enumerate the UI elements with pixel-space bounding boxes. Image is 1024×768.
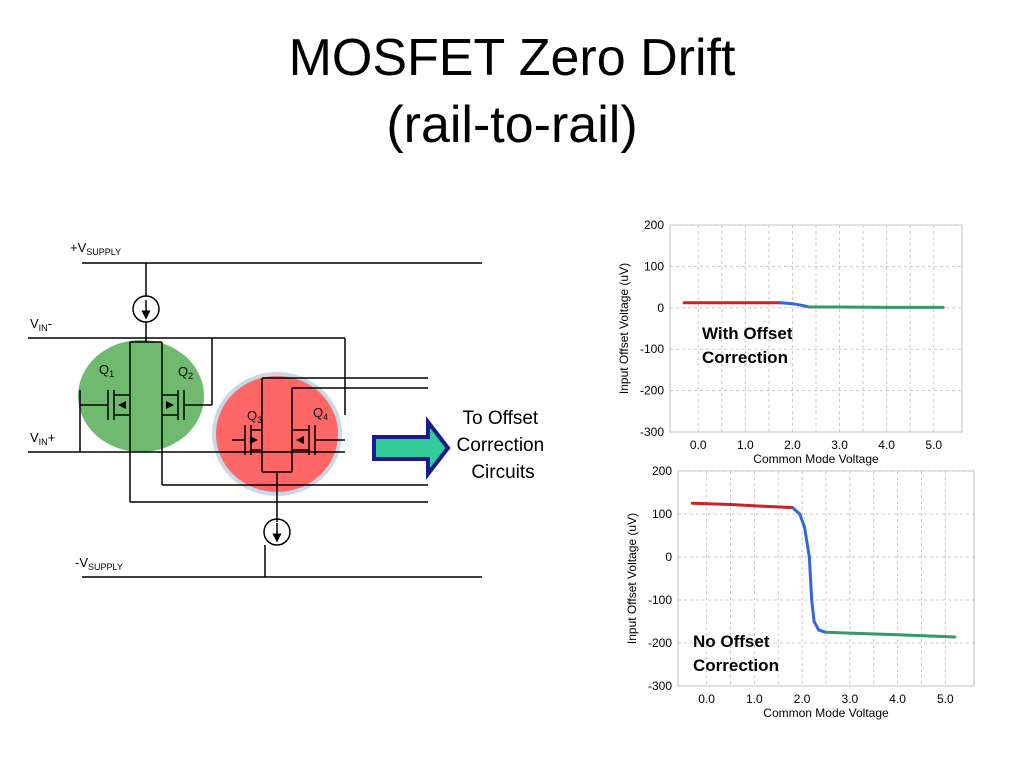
q1-label: Q1	[99, 362, 114, 379]
bottom-current-source	[263, 518, 291, 546]
y-tick-label: -300	[648, 679, 672, 693]
supply-pos-label: +VSUPPLY	[70, 240, 121, 257]
x-tick-label: 0.0	[698, 692, 715, 706]
q4-label: Q4	[313, 405, 328, 422]
vin-pos-label: VIN+	[30, 430, 55, 447]
plot-area	[677, 470, 975, 687]
y-tick-label: -100	[648, 593, 672, 607]
y-tick-label: 200	[652, 464, 672, 478]
mosfet-circuit-diagram: +VSUPPLY VIN- VIN+ -VSUPPLY Q1 Q2 Q3 Q4 …	[28, 240, 550, 578]
y-axis-label: Input Offset Voltage (uV)	[617, 263, 631, 394]
x-tick-label: 3.0	[842, 692, 859, 706]
chart-annotation: No Offset Correction	[693, 632, 779, 675]
x-axis-label: Common Mode Voltage	[763, 706, 889, 720]
supply-neg-label: -VSUPPLY	[75, 555, 123, 572]
q3-label: Q3	[247, 408, 262, 425]
y-tick-label: -100	[640, 342, 664, 356]
y-tick-label: 200	[644, 218, 664, 232]
output-arrow	[372, 416, 451, 480]
slide-title-line1: MOSFET Zero Drift	[288, 29, 736, 87]
x-tick-label: 4.0	[889, 692, 906, 706]
offset-chart-with-correction: 200 100 0 -100 -200 -300 0.0 1.0 2.0 3.0 4.0 5.0 Com…	[617, 218, 963, 466]
pmos-pair-circle	[78, 340, 204, 452]
x-tick-label: 3.0	[831, 438, 848, 452]
y-tick-label: 0	[665, 550, 672, 564]
series-line-2	[824, 630, 957, 639]
slide-title-line2: (rail-to-rail)	[386, 96, 638, 154]
x-tick-label: 4.0	[878, 438, 895, 452]
x-tick-label: 1.0	[746, 692, 763, 706]
y-tick-label: 100	[652, 507, 672, 521]
y-tick-label: -200	[640, 384, 664, 398]
offset-chart-no-correction: 200 100 0 -100 -200 -300 0.0 1.0 2.0 3.0 4.0 5.0 Com…	[625, 464, 975, 720]
series-line-1	[779, 301, 811, 309]
x-axis-label: Common Mode Voltage	[753, 452, 879, 466]
x-tick-label: 2.0	[794, 692, 811, 706]
y-axis-label: Input Offset Voltage (uV)	[625, 513, 639, 644]
series-line-0	[690, 501, 795, 510]
y-tick-label: 100	[644, 259, 664, 273]
vin-neg-label: VIN-	[30, 316, 52, 333]
y-tick-label: -300	[640, 425, 664, 439]
output-label: To Offset Correction Circuits	[457, 408, 550, 483]
y-tick-label: 0	[657, 301, 664, 315]
x-tick-label: 0.0	[690, 438, 707, 452]
x-tick-label: 2.0	[784, 438, 801, 452]
series-line-1	[791, 506, 828, 634]
x-tick-label: 1.0	[737, 438, 754, 452]
q2-label: Q2	[178, 364, 193, 381]
chart-annotation: With Offset Correction	[702, 324, 793, 367]
y-tick-label: -200	[648, 636, 672, 650]
x-tick-label: 5.0	[937, 692, 954, 706]
x-tick-label: 5.0	[925, 438, 942, 452]
